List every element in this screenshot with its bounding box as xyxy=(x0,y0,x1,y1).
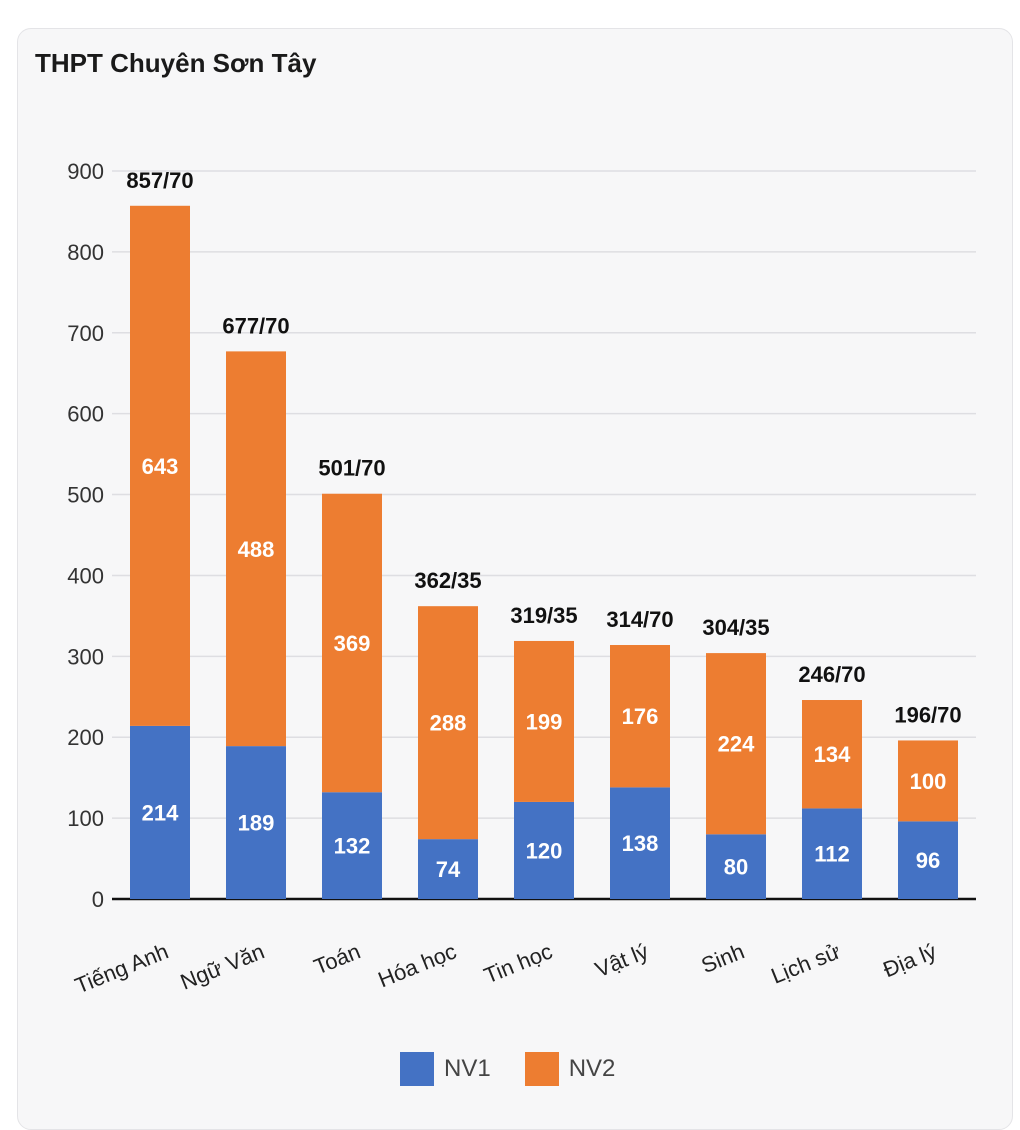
segment-label: 74 xyxy=(436,857,461,882)
bar-nv2 xyxy=(130,205,190,726)
bar-nv1 xyxy=(226,746,286,899)
bar-nv2 xyxy=(514,640,574,802)
bar-nv2 xyxy=(322,493,382,793)
bar-nv2 xyxy=(418,606,478,840)
segment-label: 288 xyxy=(430,711,467,736)
bar-nv1 xyxy=(706,834,766,899)
data-labels: 214 643 857/70 189 488 677/70 132 369 501/70 74 28… xyxy=(126,168,961,882)
y-tick-label: 600 xyxy=(67,402,104,427)
total-label: 196/70 xyxy=(894,702,961,727)
y-tick-label: 200 xyxy=(67,725,104,750)
bar-nv1 xyxy=(802,808,862,899)
segment-label: 112 xyxy=(814,842,850,867)
segment-label: 369 xyxy=(334,631,371,656)
bar-nv1 xyxy=(322,792,382,899)
x-tick-label: Ngữ Văn xyxy=(177,938,268,994)
segment-label: 176 xyxy=(622,704,659,729)
legend-item-nv1: NV1 xyxy=(400,1052,491,1086)
bar-nv2 xyxy=(706,653,766,835)
legend-label-nv2: NV2 xyxy=(568,1055,616,1082)
total-label: 677/70 xyxy=(222,313,289,338)
chart-title: THPT Chuyên Sơn Tây xyxy=(35,48,317,78)
bar-nv2 xyxy=(802,700,862,809)
x-tick-label: Tin học xyxy=(480,938,555,988)
segment-label: 100 xyxy=(910,769,947,794)
segment-label: 643 xyxy=(142,454,179,479)
x-tick-label: Vật lý xyxy=(591,938,651,982)
segment-label: 80 xyxy=(724,855,748,880)
legend-item-nv2: NV2 xyxy=(524,1052,616,1086)
y-axis-ticks: 0 100 200 300 400 500 600 700 800 900 xyxy=(67,159,104,912)
segment-label: 134 xyxy=(814,742,851,767)
segment-label: 224 xyxy=(718,732,755,757)
y-tick-label: 800 xyxy=(67,240,104,265)
segment-label: 488 xyxy=(238,537,275,562)
total-label: 304/35 xyxy=(702,615,769,640)
x-tick-label: Địa lý xyxy=(879,938,939,982)
bar-nv1 xyxy=(418,839,478,899)
x-tick-label: Tiếng Anh xyxy=(71,938,171,998)
y-tick-label: 900 xyxy=(67,159,104,184)
bar-nv1 xyxy=(610,787,670,899)
x-tick-label: Hóa học xyxy=(375,938,460,992)
y-tick-label: 300 xyxy=(67,644,104,669)
bar-nv2 xyxy=(610,645,670,788)
total-label: 362/35 xyxy=(414,568,481,593)
y-tick-label: 700 xyxy=(67,321,104,346)
total-label: 246/70 xyxy=(798,662,865,687)
bar-nv1 xyxy=(130,725,190,899)
x-tick-label: Toán xyxy=(310,938,364,979)
legend-swatch-nv2 xyxy=(524,1052,559,1086)
segment-label: 138 xyxy=(622,831,659,856)
legend-label-nv1: NV1 xyxy=(444,1055,491,1082)
y-tick-label: 400 xyxy=(67,563,104,588)
bar-nv2 xyxy=(898,740,958,822)
legend: NV1 NV2 xyxy=(400,1052,649,1086)
segment-label: 96 xyxy=(916,848,940,873)
total-label: 314/70 xyxy=(606,607,673,632)
segment-label: 199 xyxy=(526,709,563,734)
bar-nv1 xyxy=(514,801,574,899)
x-tick-label: Sinh xyxy=(698,938,748,978)
y-tick-label: 500 xyxy=(67,483,104,508)
y-tick-label: 0 xyxy=(92,887,104,912)
total-label: 501/70 xyxy=(318,456,385,481)
segment-label: 189 xyxy=(238,811,275,836)
bars xyxy=(130,205,958,899)
segment-label: 214 xyxy=(142,800,179,825)
segment-label: 132 xyxy=(334,834,371,859)
x-tick-label: Lịch sử xyxy=(768,938,845,988)
bar-nv1 xyxy=(898,821,958,899)
legend-swatch-nv1 xyxy=(400,1052,434,1086)
total-label: 857/70 xyxy=(126,168,193,193)
segment-label: 120 xyxy=(526,838,563,863)
total-label: 319/35 xyxy=(510,603,577,628)
bar-nv2 xyxy=(226,351,286,747)
y-tick-label: 100 xyxy=(67,806,104,831)
x-axis-ticks: Tiếng Anh Ngữ Văn Toán Hóa học Tin học Vật lý… xyxy=(71,938,939,998)
